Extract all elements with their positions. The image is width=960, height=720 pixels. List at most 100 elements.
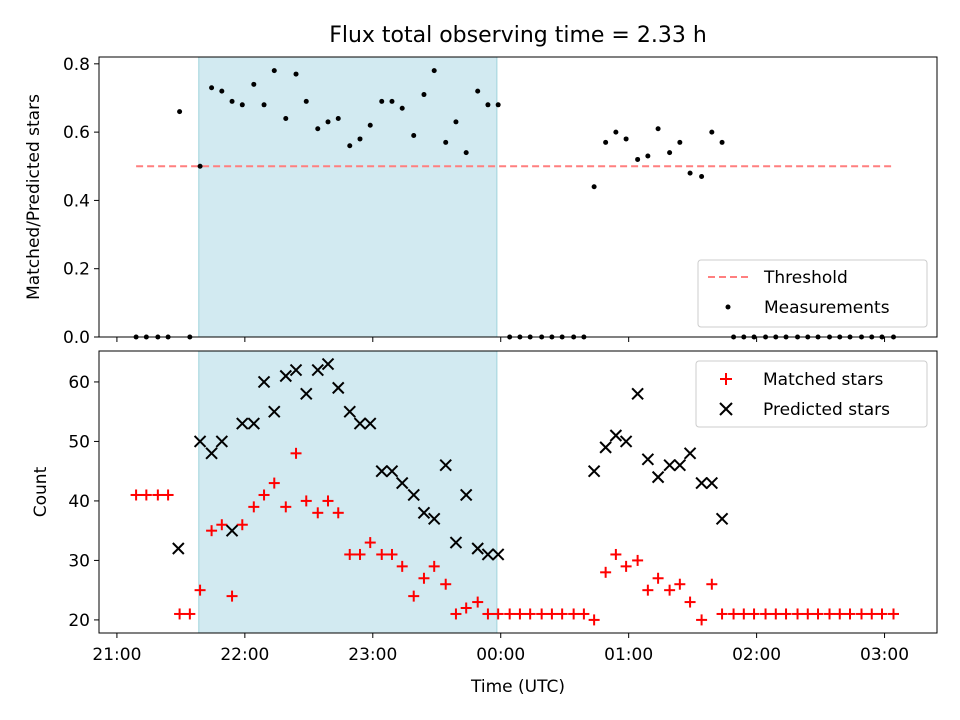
- matched-star-point: [706, 578, 718, 590]
- top-legend-frame: [697, 259, 928, 328]
- measurement-point: [261, 102, 267, 108]
- matched-star-point: [450, 608, 462, 620]
- matched-star-point: [216, 519, 228, 531]
- matched-star-point: [376, 548, 388, 560]
- matched-star-point: [856, 608, 868, 620]
- measurement-point: [485, 102, 491, 108]
- matched-star-point: [386, 548, 398, 560]
- matched-star-point: [364, 537, 376, 549]
- predicted-star-point: [587, 464, 601, 478]
- top-legend-measurements-swatch: [725, 304, 731, 310]
- measurement-point: [219, 88, 225, 94]
- matched-star-point: [546, 608, 558, 620]
- matched-star-point: [440, 578, 452, 590]
- top-y-tick-label: 0.0: [63, 328, 90, 348]
- measurement-point: [229, 98, 235, 104]
- predicted-star-point: [205, 447, 218, 460]
- predicted-star-point: [289, 363, 303, 377]
- predicted-star-point: [439, 459, 452, 472]
- matched-star-point: [162, 489, 174, 501]
- matched-star-point: [760, 608, 772, 620]
- measurement-point: [667, 150, 673, 156]
- measurement-point: [293, 71, 299, 77]
- matched-star-point: [600, 566, 612, 578]
- matched-star-point: [748, 608, 760, 620]
- matched-star-point: [684, 596, 696, 608]
- chart-title: Flux total observing time = 2.33 h: [329, 23, 707, 48]
- bottom-x-tick-label: 22:00: [220, 645, 269, 665]
- matched-star-point: [504, 608, 516, 620]
- predicted-star-point: [396, 476, 409, 490]
- bottom-y-tick-label: 40: [68, 492, 90, 512]
- matched-star-point: [888, 608, 900, 620]
- measurement-point: [613, 129, 619, 135]
- predicted-star-point: [279, 369, 292, 383]
- matched-star-point: [332, 507, 344, 519]
- predicted-star-point: [619, 435, 633, 448]
- top-panel: 0.0 0.2 0.4 0.6 0.8: [63, 55, 938, 348]
- top-plot-frame: [98, 56, 938, 338]
- bottom-legend-predicted-label: Predicted stars: [763, 400, 890, 420]
- top-y-tick-label: 0.8: [63, 55, 90, 75]
- bottom-legend-matched-swatch: [720, 373, 732, 385]
- measurement-point: [357, 136, 363, 142]
- measurement-point: [177, 109, 183, 115]
- predicted-star-point: [449, 536, 463, 549]
- matched-star-point: [482, 608, 494, 620]
- measurement-point: [283, 115, 289, 121]
- matched-star-point: [290, 447, 302, 459]
- measurement-point: [603, 139, 609, 145]
- matched-star-point: [130, 489, 142, 501]
- measurement-point: [623, 136, 629, 142]
- measurement-point: [347, 143, 353, 149]
- matched-star-point: [664, 584, 676, 596]
- matched-star-point: [642, 584, 654, 596]
- matched-star-point: [824, 608, 836, 620]
- matched-star-point: [258, 489, 270, 501]
- measurement-point: [367, 122, 373, 128]
- matched-star-point: [354, 548, 366, 560]
- bottom-y-tick-label: 50: [68, 432, 90, 452]
- measurement-point: [635, 156, 641, 162]
- predicted-star-point: [215, 435, 229, 448]
- matched-star-point: [716, 608, 728, 620]
- measurement-point: [687, 170, 693, 176]
- predicted-star-point: [407, 488, 420, 502]
- bottom-y-axis-label: Count: [31, 466, 51, 517]
- measurement-point: [251, 81, 257, 87]
- predicted-star-point: [225, 524, 239, 537]
- predicted-star-point: [172, 542, 185, 555]
- bottom-plot-frame: [98, 350, 938, 634]
- top-legend: Threshold Measurements: [697, 259, 928, 328]
- matched-star-point: [780, 608, 792, 620]
- matched-star-point: [152, 489, 164, 501]
- top-y-axis-label: Matched/Predicted stars: [24, 94, 44, 300]
- top-legend-threshold-label: Threshold: [763, 268, 848, 288]
- measurement-point: [591, 184, 597, 190]
- matched-star-point: [322, 495, 334, 507]
- matched-star-point: [194, 584, 206, 596]
- bottom-y-tick-label: 20: [68, 611, 90, 631]
- predicted-star-point: [609, 429, 623, 442]
- matched-star-point: [556, 608, 568, 620]
- predicted-star-point: [491, 548, 505, 561]
- measurement-point: [325, 119, 331, 125]
- top-y-tick-label: 0.6: [63, 123, 90, 143]
- matched-star-point: [428, 560, 440, 572]
- x-axis-label: Time (UTC): [470, 677, 565, 697]
- measurement-point: [709, 129, 715, 135]
- bottom-y-tick-label: 30: [68, 551, 90, 571]
- predicted-star-point: [459, 488, 473, 502]
- measurement-point: [475, 88, 481, 94]
- matched-star-point: [876, 608, 888, 620]
- measurement-point: [655, 126, 661, 132]
- predicted-star-point: [651, 470, 665, 484]
- measurement-point: [645, 153, 651, 159]
- matched-star-point: [770, 608, 782, 620]
- measurement-point: [719, 139, 725, 145]
- bottom-legend-frame: [695, 360, 928, 428]
- matched-star-point: [248, 501, 260, 513]
- matched-star-point: [184, 608, 196, 620]
- predicted-star-point: [683, 447, 697, 460]
